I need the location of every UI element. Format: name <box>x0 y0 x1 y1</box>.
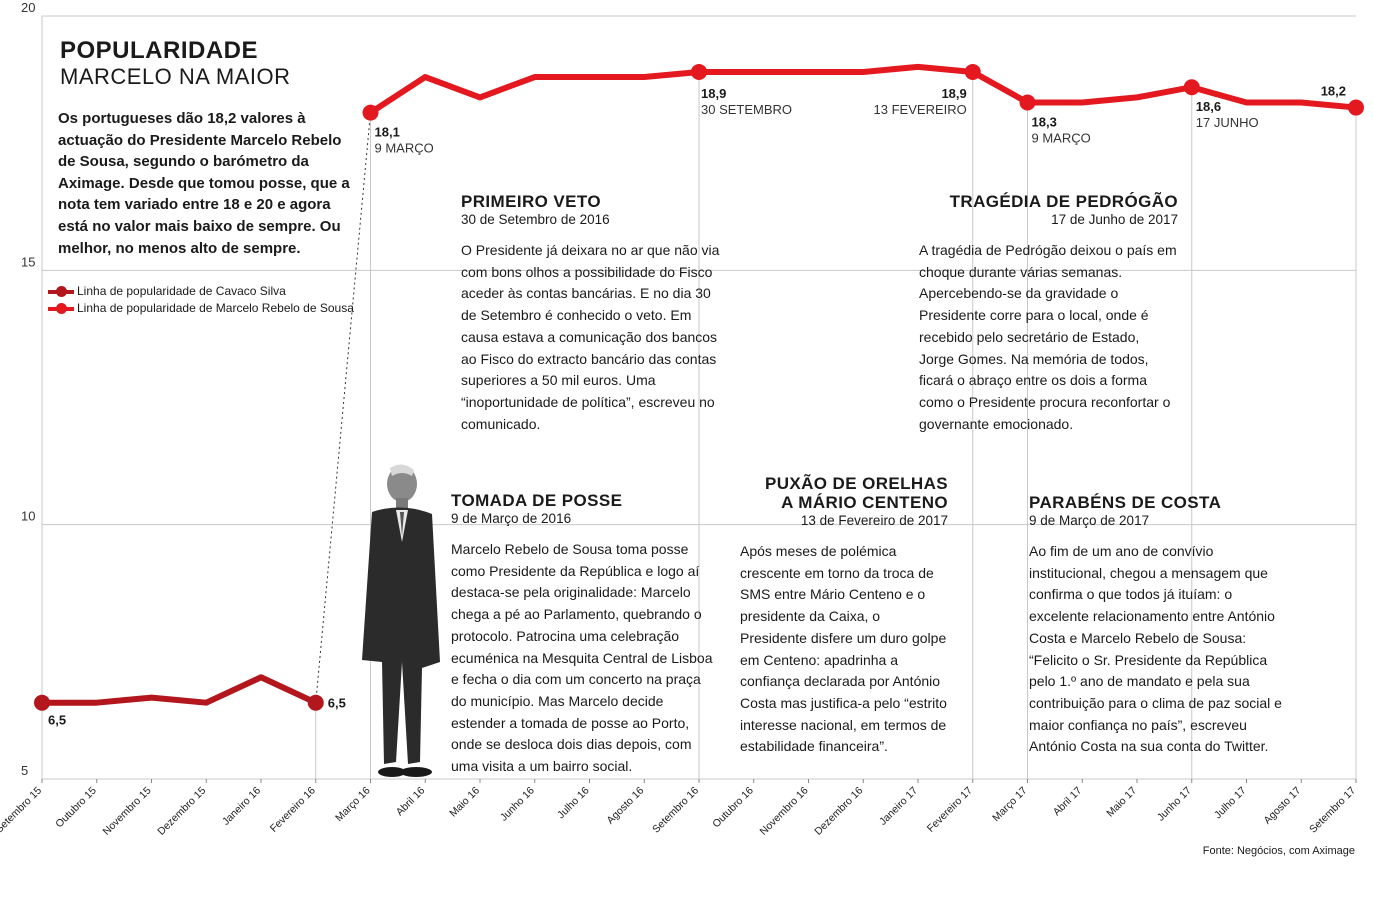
data-label: 6,5 <box>328 696 346 711</box>
event-title: PARABÉNS DE COSTA <box>1029 493 1222 512</box>
x-tick-label: Abril 17 <box>1051 785 1085 819</box>
data-point-marcelo <box>1019 94 1036 111</box>
data-label: 18,3 <box>1032 114 1057 129</box>
x-tick-label: Dezembro 16 <box>812 785 865 838</box>
x-tick-label: Março 16 <box>333 785 373 825</box>
event-text: Marcelo Rebelo de Sousa toma posse como … <box>451 541 713 775</box>
legend-item-marcelo: Linha de popularidade de Marcelo Rebelo … <box>48 299 354 316</box>
event-title: TRAGÉDIA DE PEDRÓGÃO <box>949 192 1178 211</box>
y-tick-label: 10 <box>21 509 35 524</box>
data-label: 6,5 <box>48 713 66 728</box>
event-primeiro-veto: PRIMEIRO VETO 30 de Setembro de 2016 O P… <box>461 192 721 435</box>
data-date-label: 17 JUNHO <box>1196 115 1259 130</box>
data-label: 18,6 <box>1196 99 1221 114</box>
event-puxao-centeno: PUXÃO DE ORELHAS A MÁRIO CENTENO 13 de F… <box>740 474 948 758</box>
data-label: 18,1 <box>375 125 400 140</box>
event-date: 9 de Março de 2017 <box>1029 513 1150 528</box>
series-line-cavaco <box>39 674 319 706</box>
data-point-cavaco <box>34 694 50 711</box>
event-date: 17 de Junho de 2017 <box>1051 212 1178 227</box>
chart-subtitle: MARCELO NA MAIOR <box>60 64 291 89</box>
x-tick-label: Julho 16 <box>555 785 592 822</box>
x-tick-label: Fevereiro 17 <box>925 785 975 835</box>
event-text: Após meses de polémica crescente em torn… <box>740 543 947 755</box>
x-tick-label: Fevereiro 16 <box>268 785 318 835</box>
x-tick-label: Dezembro 15 <box>155 785 208 838</box>
event-title: TOMADA DE POSSE <box>451 491 623 510</box>
data-label: 18,9 <box>941 86 966 101</box>
data-point-marcelo <box>691 63 707 80</box>
data-date-label: 9 MARÇO <box>1032 130 1091 145</box>
data-label: 18,2 <box>1321 84 1346 99</box>
event-text: O Presidente já deixara no ar que não vi… <box>461 242 720 432</box>
event-text: A tragédia de Pedrógão deixou o país em … <box>919 242 1177 432</box>
y-tick-label: 15 <box>21 254 35 269</box>
data-point-cavaco <box>307 694 324 711</box>
x-tick-label: Junho 17 <box>1155 785 1194 824</box>
x-tick-label: Maio 16 <box>447 785 482 820</box>
legend-swatch-cavaco <box>48 285 74 297</box>
event-text: Ao fim de um ano de convívio institucion… <box>1029 543 1282 755</box>
event-date: 9 de Março de 2016 <box>451 511 572 526</box>
x-tick-label: Setembro 16 <box>650 785 701 836</box>
x-tick-label: Outubro 16 <box>710 785 756 831</box>
event-date: 13 de Fevereiro de 2017 <box>800 513 948 528</box>
x-tick-label: Setembro 15 <box>0 785 44 836</box>
x-tick-label: Novembro 15 <box>101 785 154 838</box>
series-lines <box>34 63 1364 711</box>
x-tick-label: Maio 17 <box>1104 785 1139 820</box>
x-tick-label: Janeiro 16 <box>220 785 263 828</box>
y-tick-label: 20 <box>21 0 35 15</box>
event-lines <box>315 71 1357 779</box>
transition-connector <box>315 112 371 703</box>
x-tick-label: Janeiro 17 <box>877 785 920 828</box>
event-parabens-costa: PARABÉNS DE COSTA 9 de Março de 2017 Ao … <box>1029 493 1289 758</box>
data-point-marcelo <box>362 104 379 121</box>
event-tragedia-pedrogao: TRAGÉDIA DE PEDRÓGÃO 17 de Junho de 2017… <box>919 192 1178 435</box>
x-tick-label: Abril 16 <box>394 785 428 819</box>
data-point-marcelo <box>1348 99 1364 116</box>
legend: Linha de popularidade de Cavaco Silva Li… <box>48 282 354 316</box>
x-tick-label: Agosto 17 <box>1261 785 1303 827</box>
x-tick-label: Março 17 <box>990 785 1030 825</box>
x-tick-label: Setembro 17 <box>1307 785 1358 836</box>
x-tick-label: Junho 16 <box>498 785 537 824</box>
event-tomada-de-posse: TOMADA DE POSSE 9 de Março de 2016 Marce… <box>451 491 715 778</box>
event-title: PRIMEIRO VETO <box>461 192 601 211</box>
chart-title: POPULARIDADE <box>60 37 259 64</box>
data-label: 18,9 <box>701 86 726 101</box>
legend-label-marcelo: Linha de popularidade de Marcelo Rebelo … <box>77 300 354 315</box>
data-date-label: 9 MARÇO <box>375 141 434 156</box>
x-tick-label: Novembro 16 <box>758 785 811 838</box>
data-date-label: 30 SETEMBRO <box>701 102 792 117</box>
event-title: PUXÃO DE ORELHAS A MÁRIO CENTENO <box>764 474 948 512</box>
data-point-marcelo <box>964 63 981 80</box>
x-tick-label: Agosto 16 <box>604 785 646 827</box>
event-date: 30 de Setembro de 2016 <box>461 212 610 227</box>
data-date-label: 13 FEVEREIRO <box>874 102 967 117</box>
x-axis-ticks: Setembro 15 Outubro 15 Novembro 15 Dezembro… <box>0 779 1358 838</box>
president-photo <box>362 464 440 777</box>
y-tick-label: 5 <box>21 763 28 778</box>
legend-swatch-marcelo <box>48 302 74 314</box>
intro-text: Os portugueses dão 18,2 valores à actuaç… <box>58 110 350 257</box>
x-tick-label: Outubro 15 <box>53 785 99 831</box>
x-tick-label: Julho 17 <box>1212 785 1249 822</box>
y-axis-ticks: 5 10 15 20 <box>21 0 35 778</box>
legend-label-cavaco: Linha de popularidade de Cavaco Silva <box>77 283 286 298</box>
legend-item-cavaco: Linha de popularidade de Cavaco Silva <box>48 282 354 299</box>
data-point-marcelo <box>1183 79 1200 96</box>
source-note: Fonte: Negócios, com Aximage <box>1202 845 1355 857</box>
